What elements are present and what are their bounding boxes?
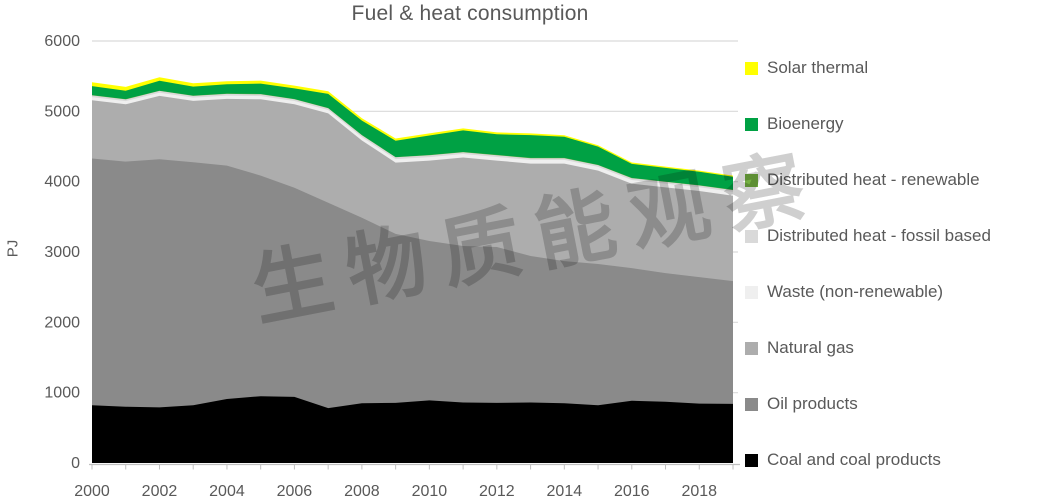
legend-swatch-waste-non-renewable <box>745 285 758 299</box>
x-tick-label-2014: 2014 <box>547 483 583 500</box>
y-tick-label-5000: 5000 <box>44 103 80 120</box>
legend-item-waste-non-renewable: Waste (non-renewable) <box>745 282 1041 301</box>
legend-item-solar-thermal: Solar thermal <box>745 58 1041 77</box>
x-tick-label-2008: 2008 <box>344 483 380 500</box>
legend-swatch-solar-thermal <box>745 61 758 75</box>
y-tick-label-2000: 2000 <box>44 314 80 331</box>
x-tick-label-2004: 2004 <box>209 483 245 500</box>
legend-swatch-natural-gas <box>745 341 758 355</box>
legend-label: Waste (non-renewable) <box>767 282 944 301</box>
y-tick-label-1000: 1000 <box>44 385 80 402</box>
x-tick-label-2000: 2000 <box>74 483 110 500</box>
legend-label: Distributed heat - renewable <box>767 170 980 189</box>
legend-label: Natural gas <box>767 338 854 357</box>
x-tick-label-2016: 2016 <box>614 483 650 500</box>
chart-legend: Solar thermal Bioenergy Distributed heat… <box>745 58 1041 469</box>
legend-swatch-bioenergy <box>745 117 758 131</box>
chart-title: Fuel & heat consumption <box>351 2 589 25</box>
legend-item-bioenergy: Bioenergy <box>745 114 1041 133</box>
legend-item-distributed-heat-renewable: Distributed heat - renewable <box>745 170 1041 189</box>
x-tick-label-2010: 2010 <box>412 483 448 500</box>
legend-swatch-distributed-heat-fossil <box>745 229 758 243</box>
area-oil <box>92 158 733 463</box>
y-axis-unit-label: PJ <box>4 239 22 258</box>
legend-swatch-coal <box>745 453 758 467</box>
area-coal <box>92 396 733 463</box>
legend-label: Bioenergy <box>767 114 844 133</box>
y-tick-label-0: 0 <box>71 455 80 472</box>
legend-label: Coal and coal products <box>767 450 941 469</box>
legend-item-coal: Coal and coal products <box>745 450 1041 469</box>
x-tick-label-2018: 2018 <box>681 483 717 500</box>
y-tick-label-6000: 6000 <box>44 33 80 50</box>
legend-item-oil-products: Oil products <box>745 394 1041 413</box>
x-tick-label-2006: 2006 <box>277 483 313 500</box>
x-tick-label-2002: 2002 <box>142 483 178 500</box>
x-tick-label-2012: 2012 <box>479 483 515 500</box>
y-tick-label-4000: 4000 <box>44 174 80 191</box>
y-tick-label-3000: 3000 <box>44 244 80 261</box>
legend-swatch-oil-products <box>745 397 758 411</box>
legend-label: Distributed heat - fossil based <box>767 226 991 245</box>
legend-item-distributed-heat-fossil: Distributed heat - fossil based <box>745 226 1041 245</box>
legend-label: Oil products <box>767 394 858 413</box>
legend-swatch-distributed-heat-renewable <box>745 173 758 187</box>
legend-item-natural-gas: Natural gas <box>745 338 1041 357</box>
legend-label: Solar thermal <box>767 58 869 77</box>
